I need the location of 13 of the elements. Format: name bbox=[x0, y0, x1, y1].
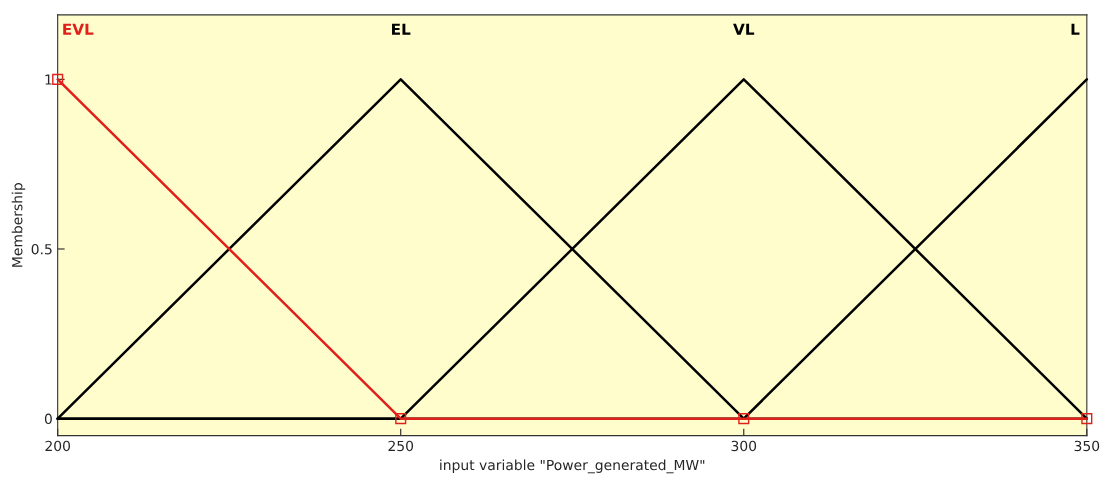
text: L bbox=[1071, 23, 1080, 35]
text: EVL bbox=[63, 23, 94, 35]
x-tick-label: 350 bbox=[1074, 440, 1100, 452]
y-tick-label: 0 bbox=[44, 413, 52, 425]
text: VL bbox=[733, 23, 755, 35]
x-axis-title: input variable "Power_generated_MW" bbox=[440, 459, 705, 474]
y-tick-label: 1 bbox=[45, 74, 52, 85]
text: EL bbox=[392, 23, 411, 35]
y-axis-title: Membership bbox=[11, 183, 26, 267]
x-tick-label: 300 bbox=[731, 440, 757, 452]
x-tick-label: 250 bbox=[388, 440, 414, 452]
x-tick-label: 200 bbox=[45, 440, 70, 452]
y-tick-label: 0.5 bbox=[31, 243, 52, 255]
